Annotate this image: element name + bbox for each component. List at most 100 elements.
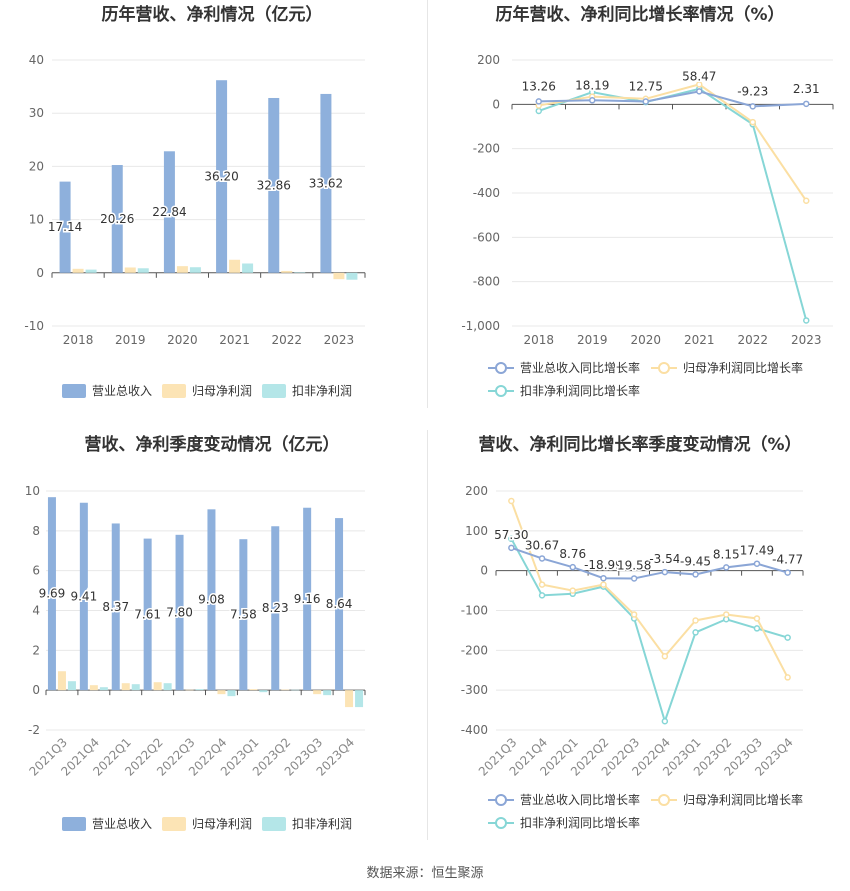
y-tick-label: 10 xyxy=(25,484,40,498)
bar xyxy=(291,689,300,691)
y-tick-label: -100 xyxy=(461,604,488,618)
y-tick-label: -2 xyxy=(28,723,40,737)
bar xyxy=(121,683,130,691)
bar xyxy=(67,681,76,691)
x-tick-label: 2018 xyxy=(523,333,554,347)
chart-title: 历年营收、净利同比增长率情况（%） xyxy=(495,4,784,25)
legend-swatch xyxy=(162,384,186,398)
data-point xyxy=(692,617,699,624)
data-point xyxy=(723,564,730,571)
data-point xyxy=(753,625,761,632)
bar xyxy=(163,683,172,691)
bar xyxy=(271,526,280,691)
y-tick-label: 40 xyxy=(29,53,44,67)
chart-title: 历年营收、净利情况（亿元） xyxy=(102,4,323,25)
bar xyxy=(333,272,345,280)
bar xyxy=(320,93,332,273)
legend-label: 归母净利润同比增长率 xyxy=(683,360,803,375)
chart-title: 营收、净利同比增长率季度变动情况（%） xyxy=(478,434,801,455)
y-tick-label: 20 xyxy=(29,159,44,173)
y-tick-label: -200 xyxy=(473,142,500,156)
bar xyxy=(57,671,66,691)
bar xyxy=(185,689,194,691)
legend-label: 营业总收入同比增长率 xyxy=(520,360,640,375)
series-line xyxy=(510,500,789,678)
bar-value-label: 9.69 xyxy=(39,587,66,601)
point-value-label: 12.75 xyxy=(629,80,663,94)
bar-value-label: 17.14 xyxy=(48,220,82,234)
bar xyxy=(259,690,268,693)
point-value-label: 8.76 xyxy=(559,547,586,561)
data-point xyxy=(753,615,761,622)
data-point xyxy=(589,97,596,104)
legend-swatch xyxy=(162,817,186,831)
chart-quarterly-growth-rate: 营收、净利同比增长率季度变动情况（%） -400 -300 -200 -100 0 100 2… xyxy=(428,425,850,845)
x-tick-label: 2022 xyxy=(737,333,768,347)
bar xyxy=(207,509,216,691)
bar xyxy=(89,685,98,691)
x-tick-label: 2023 xyxy=(791,333,822,347)
legend-swatch xyxy=(62,384,86,398)
data-point xyxy=(538,592,546,599)
legend-label: 营业总收入同比增长率 xyxy=(520,792,640,807)
bar xyxy=(176,266,188,273)
legend-label: 归母净利润 xyxy=(192,817,252,831)
data-point xyxy=(630,611,638,618)
bar xyxy=(79,502,88,691)
data-point xyxy=(535,98,542,105)
data-point xyxy=(696,81,703,88)
data-point xyxy=(538,581,546,588)
data-point xyxy=(696,88,703,95)
data-point xyxy=(569,563,576,571)
y-tick-label: 0 xyxy=(36,266,44,280)
point-value-label: -9.45 xyxy=(680,554,711,568)
bar xyxy=(111,165,123,273)
data-point xyxy=(749,103,756,110)
bar xyxy=(345,690,354,708)
y-tick-label: 10 xyxy=(29,213,44,227)
y-tick-label: -800 xyxy=(473,275,500,289)
legend-swatch xyxy=(62,817,86,831)
chart-annual-revenue-profit: 历年营收、净利情况（亿元） -10 0 10 20 30 40 2018 2019 2020 202… xyxy=(0,0,427,410)
data-point xyxy=(508,535,515,543)
y-tick-label: -400 xyxy=(461,723,488,737)
y-tick-label: -1,000 xyxy=(461,319,500,333)
legend-marker xyxy=(495,362,507,374)
bar xyxy=(195,689,204,691)
bar-value-label: 32.86 xyxy=(257,178,291,192)
bar xyxy=(59,181,71,273)
point-value-label: -3.54 xyxy=(649,552,680,566)
data-point xyxy=(600,574,607,582)
bar xyxy=(346,272,358,280)
point-value-label: 30.67 xyxy=(525,538,559,552)
chart-quarterly-revenue-profit: 营收、净利季度变动情况（亿元） -2 0 2 4 6 8 10 2021Q3 2021Q4 2022… xyxy=(0,425,427,845)
y-tick-label: -10 xyxy=(24,319,44,333)
data-point xyxy=(803,100,810,108)
point-value-label: 19.58 xyxy=(617,558,651,572)
chart-title: 营收、净利季度变动情况（亿元） xyxy=(85,434,340,455)
y-tick-label: -200 xyxy=(461,643,488,657)
data-point xyxy=(600,581,607,588)
x-tick-label: 2019 xyxy=(577,333,608,347)
bar xyxy=(313,690,322,695)
x-tick-label: 2020 xyxy=(167,333,198,347)
panel-divider-top xyxy=(427,0,428,408)
data-point xyxy=(535,107,542,115)
bar xyxy=(111,523,120,691)
legend-marker xyxy=(495,794,507,806)
data-point xyxy=(749,118,756,126)
bar xyxy=(242,263,254,273)
bar-value-label: 36.20 xyxy=(204,170,238,184)
y-tick-label: -300 xyxy=(461,683,488,697)
point-value-label: 8.15 xyxy=(713,547,740,561)
y-tick-label: -400 xyxy=(473,186,500,200)
point-value-label: -18.99 xyxy=(584,558,623,572)
data-point xyxy=(630,575,638,582)
y-tick-label: 2 xyxy=(32,643,40,657)
bar xyxy=(189,267,201,273)
bar xyxy=(72,268,84,273)
legend-marker xyxy=(658,794,670,806)
bar xyxy=(249,689,258,691)
bar xyxy=(294,272,306,273)
point-value-label: 2.31 xyxy=(793,82,820,96)
